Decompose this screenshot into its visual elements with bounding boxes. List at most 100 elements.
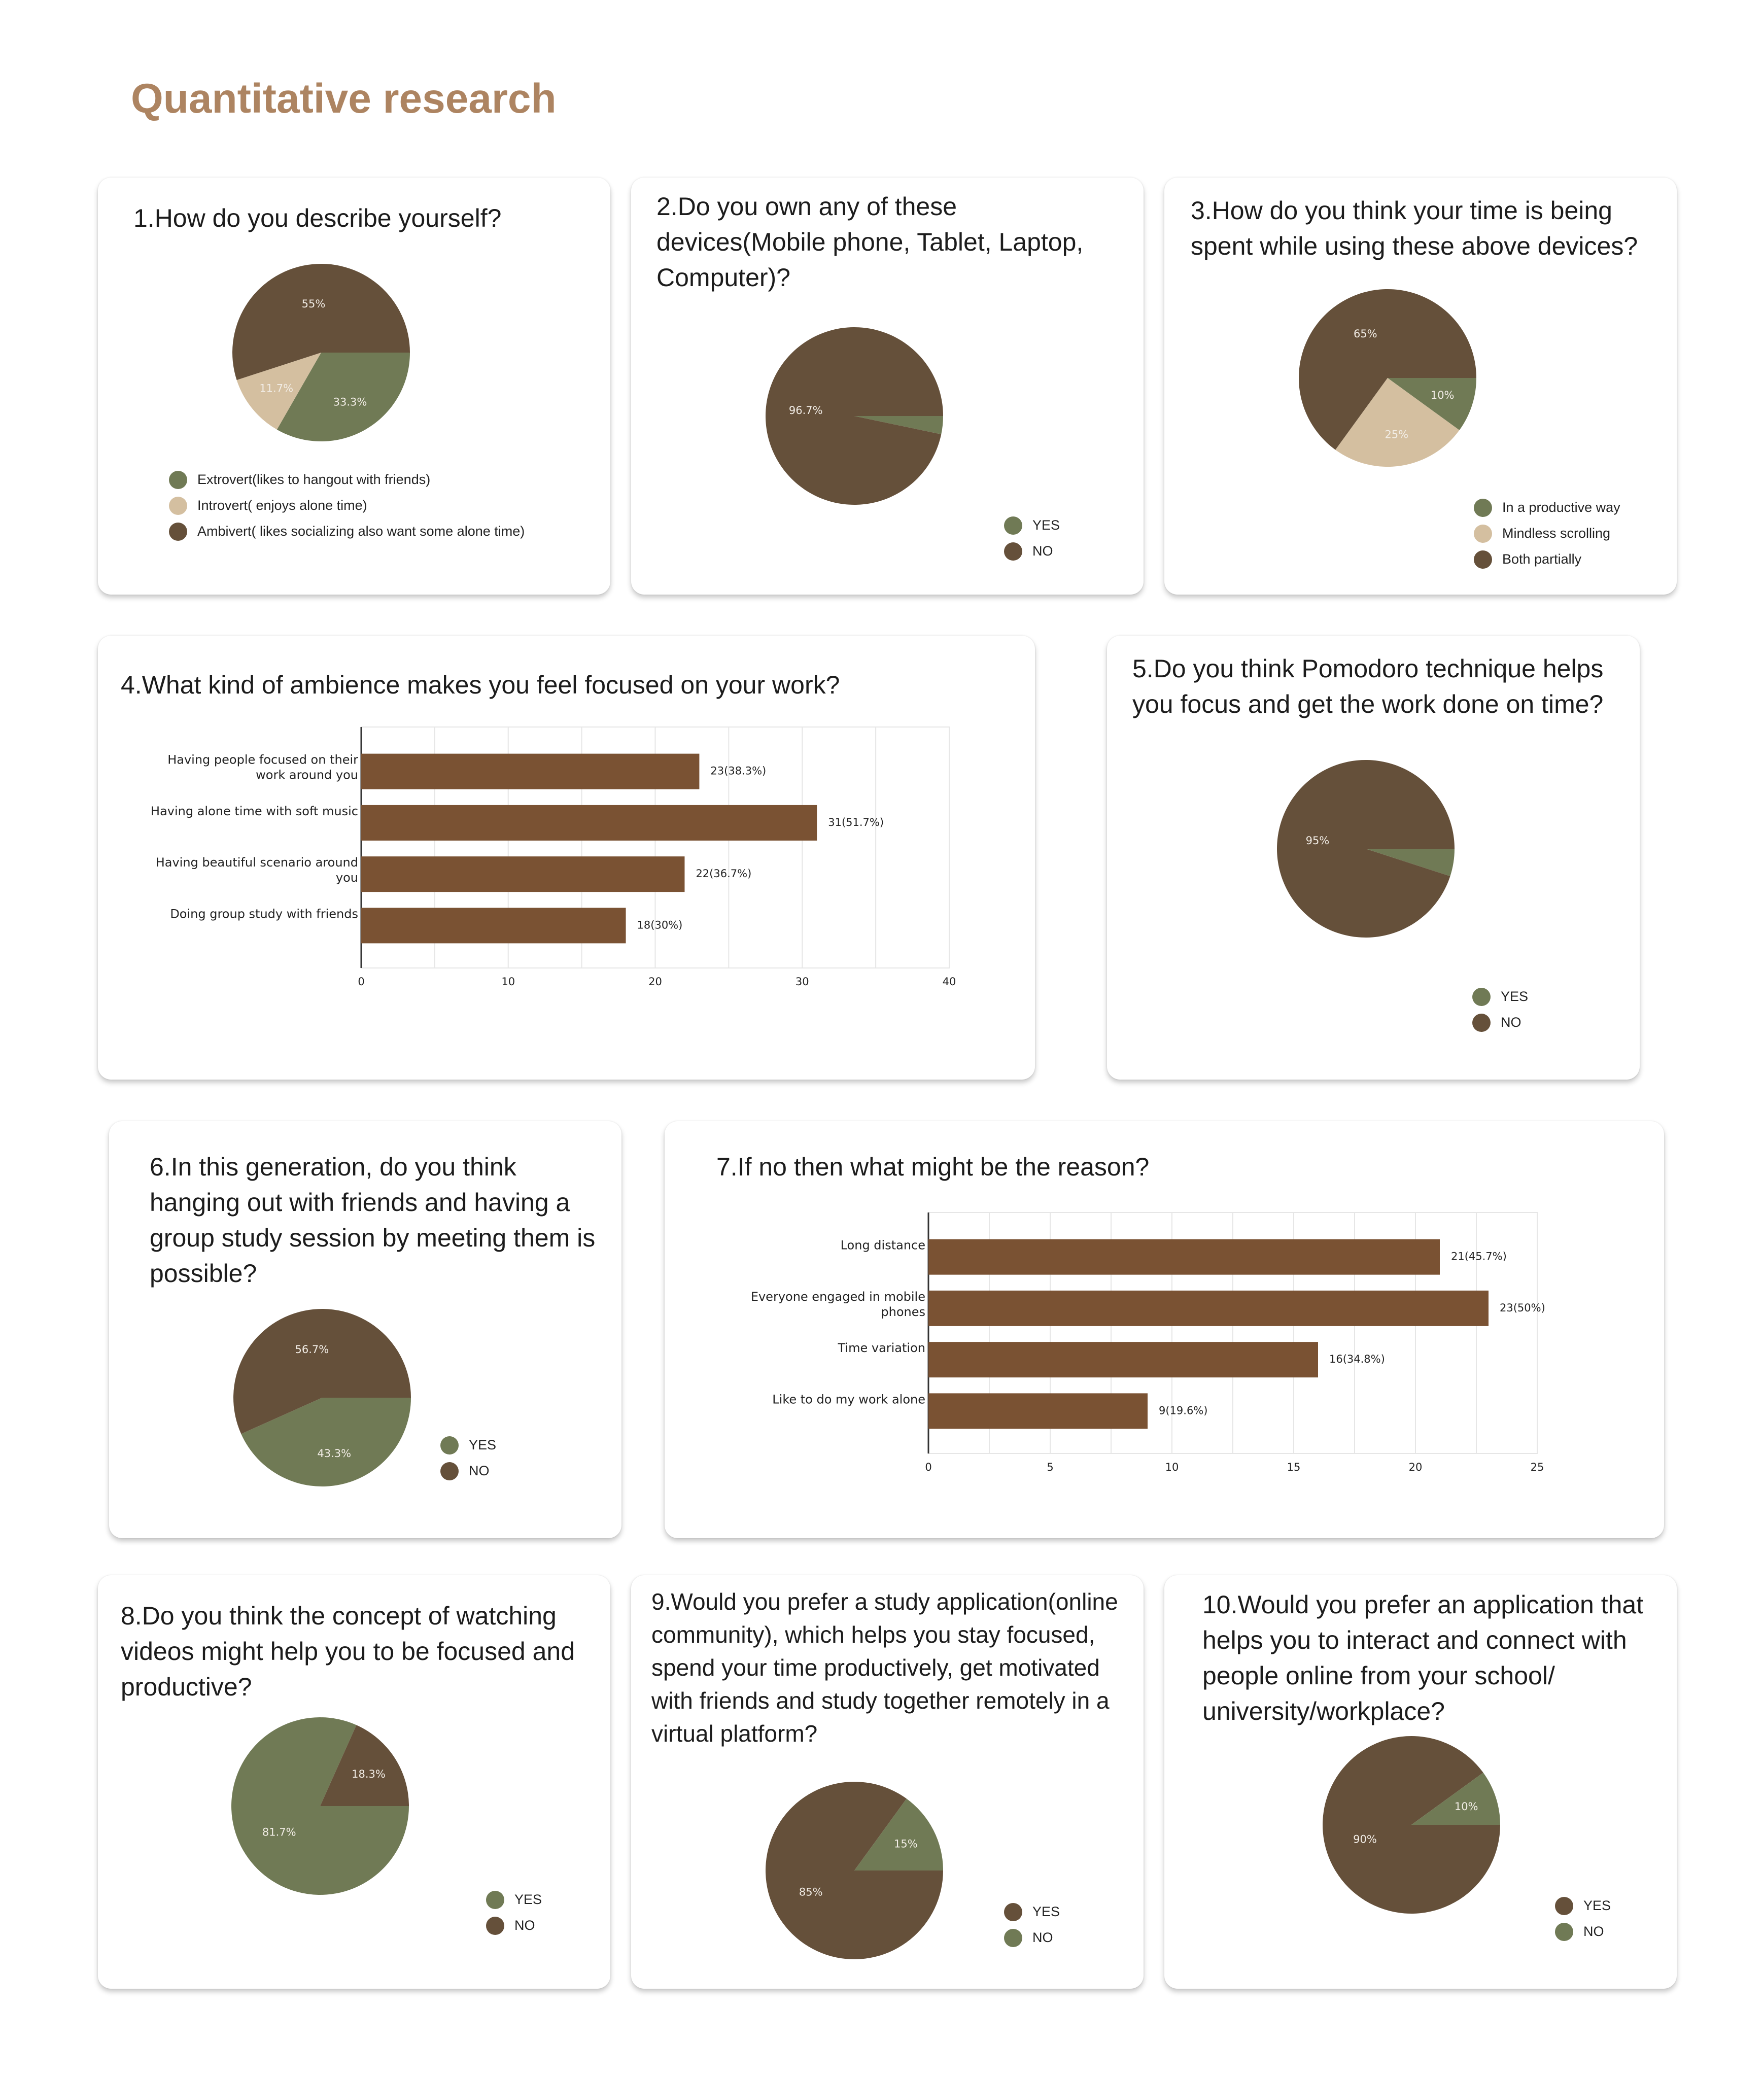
pie-slice-no bbox=[766, 327, 943, 505]
pie-data-label: 96.7% bbox=[789, 404, 823, 417]
card-q1: 1.How do you describe yourself? 33.3% 11.… bbox=[98, 178, 610, 595]
bar-chart-q4: 23(38.3%) Having people focused on theirw… bbox=[151, 726, 956, 988]
pie-data-label: 55% bbox=[302, 298, 326, 310]
bar-data-label: 9(19.6%) bbox=[1159, 1404, 1207, 1416]
pie-chart-q5: 95% bbox=[1277, 760, 1455, 938]
bar-data-label: 21(45.7%) bbox=[1451, 1251, 1507, 1263]
pie-data-label: 85% bbox=[799, 1886, 823, 1898]
card-q2: 2.Do you own any of these devices(Mobile… bbox=[631, 178, 1144, 595]
legend-label: In a productive way bbox=[1502, 500, 1620, 515]
legend-label: NO bbox=[469, 1463, 490, 1478]
pie-slice-mindless-scrolling bbox=[1335, 378, 1460, 467]
pie-slice-yes bbox=[231, 1717, 409, 1895]
card-q8: 8.Do you think the concept of watching v… bbox=[98, 1575, 610, 1989]
card-q7: 7.If no then what might be the reason? 2… bbox=[665, 1121, 1664, 1538]
card-q6: 6.In this generation, do you think hangi… bbox=[109, 1121, 621, 1538]
legend-item-yes: YES bbox=[1472, 984, 1528, 1010]
category-label: Having people focused on their bbox=[167, 753, 358, 767]
pie-data-label: 15% bbox=[894, 1838, 918, 1850]
pie-data-label: 95% bbox=[1306, 835, 1330, 847]
pie-slice-no bbox=[1277, 760, 1455, 938]
pie-data-label: 11.7% bbox=[259, 383, 293, 395]
bar bbox=[361, 908, 626, 944]
pie-slice-no bbox=[233, 1309, 411, 1434]
legend-label: NO bbox=[1583, 1924, 1604, 1939]
x-tick-label: 10 bbox=[1165, 1461, 1179, 1473]
pie-data-label: 10% bbox=[1455, 1800, 1478, 1813]
pie-chart-q2: 96.7% bbox=[766, 327, 943, 505]
legend-swatch bbox=[169, 470, 187, 489]
legend-swatch bbox=[1004, 1902, 1022, 1921]
legend-label: YES bbox=[1032, 517, 1060, 533]
legend-label: YES bbox=[1501, 989, 1529, 1004]
pie-chart-q6: 43.3% 56.7% bbox=[233, 1309, 411, 1486]
pie-slice-ambivert-likes-socializing-also-want-some-alone-time bbox=[232, 264, 410, 380]
category-label: Doing group study with friends bbox=[170, 907, 358, 921]
pie-data-label: 43.3% bbox=[317, 1447, 351, 1460]
pie-data-label: 25% bbox=[1385, 428, 1408, 440]
pie-slice-yes bbox=[854, 416, 943, 435]
pie-data-label: 65% bbox=[1354, 328, 1377, 340]
legend-item-yes: YES bbox=[1004, 512, 1060, 538]
card-q9: 9.Would you prefer a study application(o… bbox=[631, 1575, 1144, 1989]
legend-item-yes: YES bbox=[1004, 1899, 1060, 1925]
x-tick-label: 30 bbox=[795, 976, 809, 988]
legend-swatch bbox=[1004, 542, 1022, 561]
pie-slice-introvert-enjoys-alone-time bbox=[236, 353, 321, 430]
category-label: work around you bbox=[256, 768, 358, 782]
pie-chart-q1: 33.3% 11.7% 55% bbox=[232, 264, 410, 441]
bar-data-label: 16(34.8%) bbox=[1329, 1353, 1385, 1365]
legend-item-no: NO bbox=[1004, 1925, 1060, 1951]
question-title: 10.Would you prefer an application that … bbox=[1202, 1590, 1644, 1725]
legend-swatch bbox=[1474, 550, 1492, 569]
legend-swatch bbox=[1004, 516, 1022, 535]
legend-q1: Extrovert(likes to hangout with friends)… bbox=[169, 467, 525, 544]
question-title: 1.How do you describe yourself? bbox=[133, 204, 502, 232]
legend-swatch bbox=[1555, 1922, 1573, 1941]
x-tick-label: 10 bbox=[501, 976, 515, 988]
legend-swatch bbox=[440, 1436, 459, 1454]
legend-swatch bbox=[169, 496, 187, 515]
question-title: 5.Do you think Pomodoro technique helps … bbox=[1132, 654, 1604, 718]
question-title: 8.Do you think the concept of watching v… bbox=[121, 1602, 575, 1701]
card-q5: 5.Do you think Pomodoro technique helps … bbox=[1107, 636, 1640, 1080]
legend-item-no: NO bbox=[1472, 1010, 1528, 1035]
legend-item-no: NO bbox=[486, 1913, 542, 1938]
pie-chart-q3: 10% 25% 65% bbox=[1299, 289, 1476, 467]
pie-data-label: 18.3% bbox=[352, 1768, 386, 1780]
pie-data-label: 10% bbox=[1431, 389, 1455, 401]
pie-slice-in-a-productive-way bbox=[1388, 378, 1476, 430]
question-title: 6.In this generation, do you think hangi… bbox=[150, 1153, 596, 1288]
question-title: 2.Do you own any of these devices(Mobile… bbox=[656, 192, 1084, 292]
x-tick-label: 0 bbox=[925, 1461, 931, 1473]
card-q4: 4.What kind of ambience makes you feel f… bbox=[98, 636, 1035, 1080]
x-tick-label: 5 bbox=[1047, 1461, 1053, 1473]
legend-q6: YES NO bbox=[440, 1432, 496, 1484]
x-tick-label: 40 bbox=[943, 976, 956, 988]
category-label: Time variation bbox=[838, 1341, 926, 1355]
legend-item-yes: YES bbox=[486, 1887, 542, 1913]
legend-label: Both partially bbox=[1502, 551, 1582, 567]
legend-swatch bbox=[486, 1916, 504, 1935]
legend-item-extrovert-likes-to-hangout-with-friends: Extrovert(likes to hangout with friends) bbox=[169, 467, 525, 493]
bar bbox=[361, 856, 685, 892]
bar-chart-q7: 21(45.7%) Long distance 23(50%) Everyone en… bbox=[751, 1212, 1545, 1473]
legend-swatch bbox=[440, 1462, 459, 1480]
legend-q5: YES NO bbox=[1472, 984, 1528, 1035]
pie-data-label: 56.7% bbox=[295, 1343, 329, 1356]
x-tick-label: 0 bbox=[358, 976, 364, 988]
x-tick-label: 15 bbox=[1287, 1461, 1301, 1473]
legend-label: YES bbox=[1583, 1898, 1611, 1913]
bar bbox=[928, 1290, 1489, 1326]
legend-item-no: NO bbox=[1555, 1919, 1611, 1945]
legend-swatch bbox=[1474, 498, 1492, 517]
legend-label: Introvert( enjoys alone time) bbox=[197, 498, 367, 513]
category-label: you bbox=[336, 871, 358, 885]
bar-data-label: 22(36.7%) bbox=[696, 868, 751, 880]
card-q3: 3.How do you think your time is being sp… bbox=[1164, 178, 1677, 595]
bar-data-label: 31(51.7%) bbox=[828, 816, 884, 828]
page-title: Quantitative research bbox=[131, 76, 557, 122]
pie-slice-both-partially bbox=[1299, 289, 1476, 450]
category-label: Having beautiful scenario around bbox=[156, 855, 358, 870]
legend-item-in-a-productive-way: In a productive way bbox=[1474, 495, 1620, 521]
